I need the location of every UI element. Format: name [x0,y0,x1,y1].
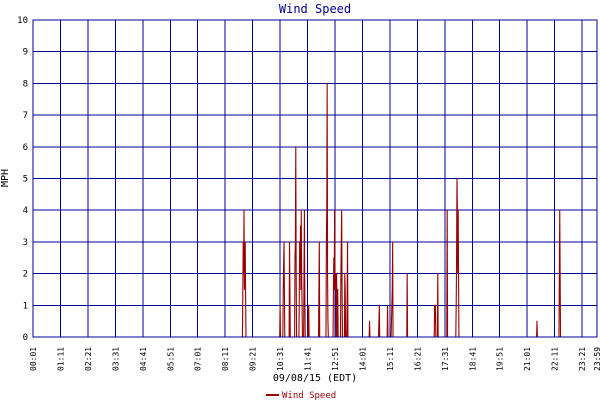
x-tick-label-7: 08:11 [221,347,230,371]
x-tick-label-21: 23:59 [593,347,600,371]
y-axis-label: MPH [0,169,11,187]
x-tick-label-10: 11:41 [304,347,313,371]
x-tick-label-15: 17:31 [441,347,450,371]
x-tick-label-12: 14:01 [358,347,367,371]
x-tick-label-4: 04:41 [139,347,148,371]
y-tick-label-10: 10 [17,16,28,26]
x-tick-label-8: 09:21 [249,347,258,371]
x-tick-label-18: 21:01 [523,347,532,371]
x-tick-label-16: 18:41 [468,347,477,371]
y-tick-label-7: 7 [23,111,28,121]
y-tick-label-0: 0 [23,333,28,343]
grid-layer [32,19,598,338]
x-tick-label-11: 12:51 [331,347,340,371]
x-tick-label-19: 22:11 [551,347,560,371]
x-tick-label-17: 19:51 [496,347,505,371]
y-tick-label-1: 1 [23,301,28,311]
y-tick-label-2: 2 [23,270,28,280]
x-tick-label-9: 10:31 [276,347,285,371]
plot-frame [32,19,598,338]
x-tick-label-20: 23:21 [578,347,587,371]
series-line-0 [33,82,597,338]
y-tick-label-4: 4 [23,206,28,216]
x-tick-label-13: 15:11 [386,347,395,371]
x-tick-label-1: 01:11 [56,347,65,371]
y-tick-label-8: 8 [23,79,28,89]
series-layer [33,82,597,338]
ticks-layer: 0 1 2 3 4 5 6 7 8 9 10 00:01 01:11 02:21 03:31 04:41 05:… [17,16,600,371]
axis-layer [32,19,598,338]
x-tick-label-2: 02:21 [84,347,93,371]
legend-label-wind-speed: Wind Speed [282,391,336,400]
x-axis-label: 09/08/15 (EDT) [273,373,357,384]
y-tick-label-9: 9 [23,48,28,58]
y-tick-label-5: 5 [23,175,28,185]
x-tick-label-0: 00:01 [29,347,38,371]
x-tick-label-14: 16:21 [413,347,422,371]
legend: Wind Speed [266,391,336,400]
x-tick-label-6: 07:01 [194,347,203,371]
x-tick-label-5: 05:51 [166,347,175,371]
y-tick-label-3: 3 [23,238,28,248]
x-tick-label-3: 03:31 [111,347,120,371]
chart-title: Wind Speed [279,2,351,16]
y-tick-label-6: 6 [23,143,28,153]
